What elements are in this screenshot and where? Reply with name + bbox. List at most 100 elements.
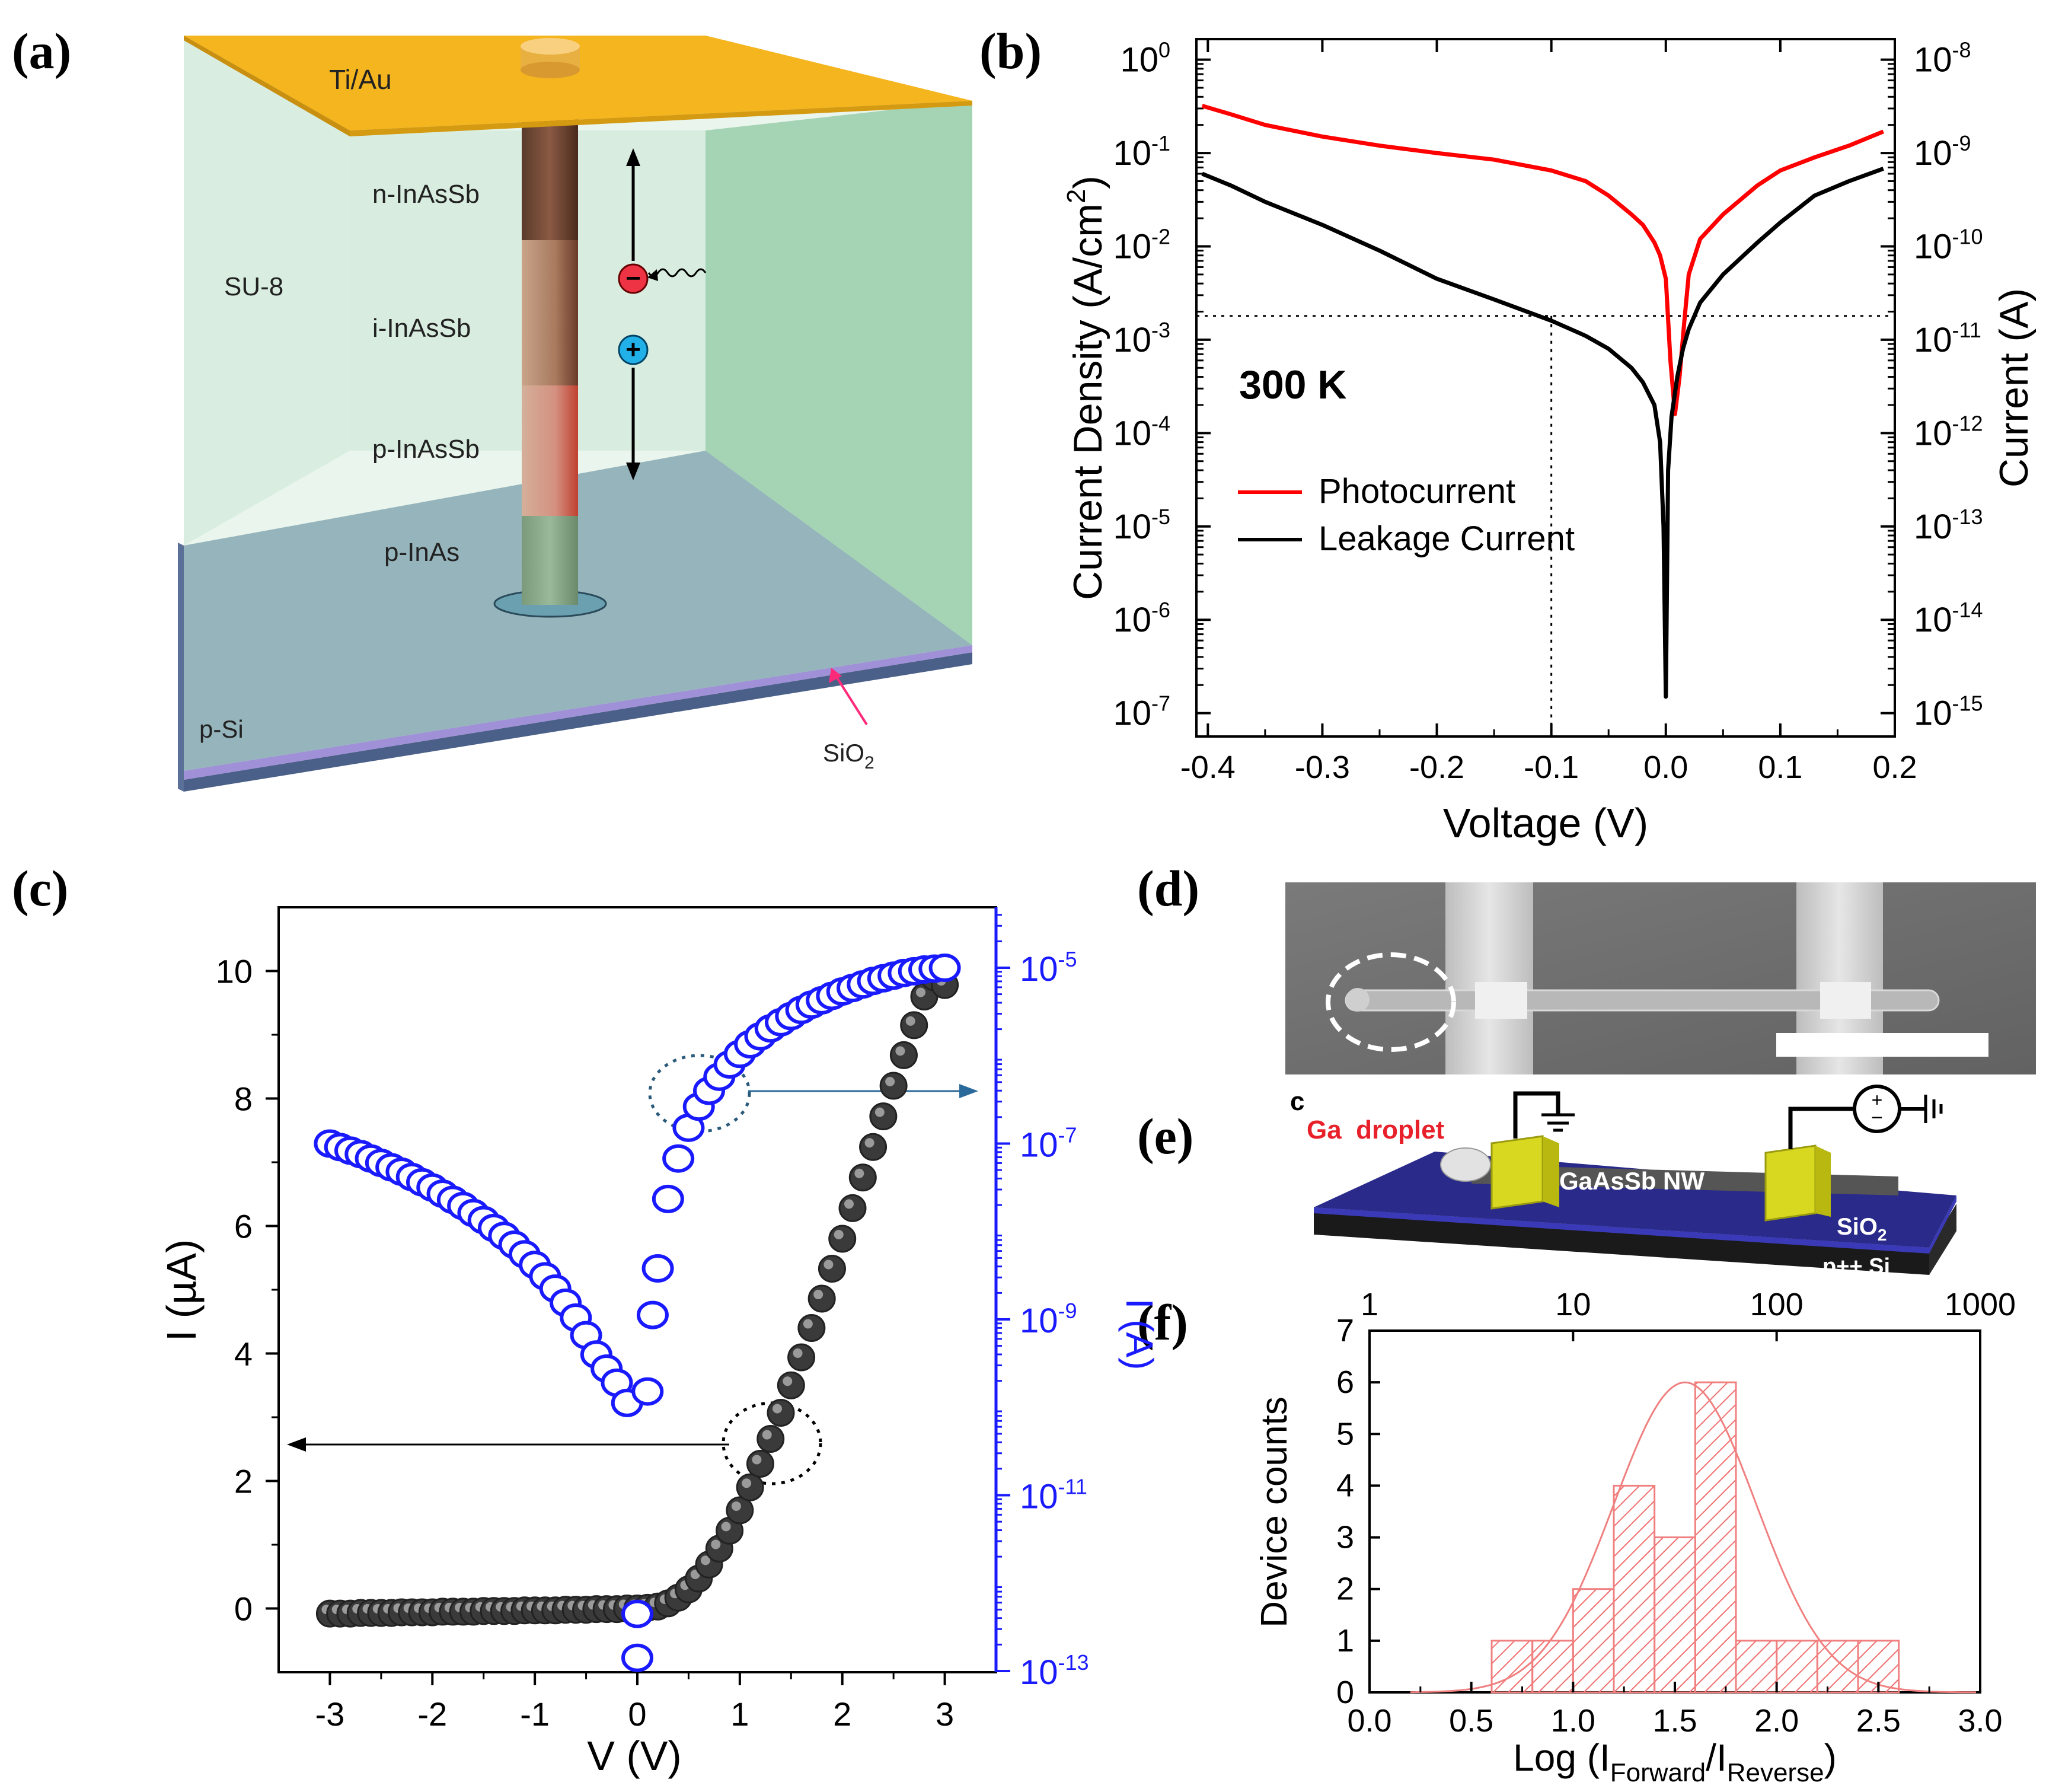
oxide-edge	[184, 645, 972, 780]
panel-c-point-linear	[623, 1595, 652, 1622]
panel-c-point-log	[590, 1354, 623, 1383]
panel-b-ytick-right-label: 10-14	[1914, 598, 1983, 639]
panel-c-point-log	[908, 955, 940, 984]
legend-photocurrent-label: Photocurrent	[1319, 472, 1515, 511]
panel-c-point-linear-highlight	[670, 1589, 680, 1599]
panel-c-point-linear-highlight	[486, 1602, 495, 1612]
panel-c-point-linear-highlight	[721, 1522, 731, 1532]
panel-c-point-linear	[490, 1597, 518, 1625]
panel-c-point-linear-highlight	[783, 1376, 793, 1386]
panel-b-ytick-right-label: 10-15	[1914, 691, 1983, 733]
panel-c-point-log	[928, 954, 961, 982]
panel-c-point-linear	[500, 1597, 529, 1625]
e-substrate-side	[1314, 1207, 1929, 1275]
panel-c-point-linear	[326, 1599, 355, 1628]
label-su8: SU-8	[224, 272, 283, 301]
panel-f-xtick-label: 0.5	[1449, 1703, 1493, 1739]
panel-c-point-linear-highlight	[537, 1601, 547, 1611]
panel-c-point-linear	[613, 1595, 641, 1622]
nanowire-n-segment	[522, 119, 578, 240]
hole-arrowhead-icon	[626, 463, 640, 480]
panel-c-point-linear	[716, 1516, 744, 1545]
panel-c-xtick-label: -2	[417, 1695, 447, 1733]
panel-b-plot-group: 300 K Photocurrent Leakage Current Volta…	[1062, 38, 2037, 846]
panel-c-point-linear-highlight	[905, 1016, 915, 1026]
panel-c-point-linear-highlight	[362, 1604, 372, 1614]
panel-c-point-linear	[510, 1596, 539, 1625]
panel-b-annotation: 300 K	[1239, 362, 1346, 407]
panel-c-point-linear-highlight	[834, 1230, 844, 1239]
panel-c-point-linear-highlight	[475, 1602, 485, 1612]
panel-b-ytick-label: 10-3	[1113, 318, 1170, 359]
panel-f-top-tick-label: 1	[1361, 1287, 1378, 1322]
panel-c-point-linear	[685, 1564, 713, 1593]
arrow-to-right-axis-head-icon	[959, 1084, 978, 1098]
panel-c-point-linear-highlight	[762, 1430, 772, 1440]
panel-c-point-log	[498, 1230, 531, 1259]
panel-c-point-log	[682, 1092, 715, 1121]
panel-c-ytick-right-label: 10-7	[1020, 1123, 1077, 1165]
panel-c-point-log	[826, 977, 858, 1006]
panel-c-point-linear-highlight	[803, 1319, 813, 1329]
panel-c-point-log	[601, 1368, 633, 1397]
panel-f-plot-frame	[1368, 1329, 1981, 1694]
e-substrate-label: p++ Si	[1822, 1254, 1890, 1279]
panel-b-ytick-label: 10-2	[1113, 224, 1170, 266]
panel-f-plot-group: Log (IForward/IReverse) Device counts 0.…	[1254, 1287, 2016, 1787]
panel-c-point-linear-highlight	[526, 1601, 537, 1611]
panel-c-xtick-label: -3	[315, 1695, 345, 1733]
panel-c-point-linear-highlight	[588, 1600, 598, 1610]
panel-c-point-linear	[439, 1598, 467, 1626]
electron-sign: −	[625, 264, 641, 293]
panel-a-tag: (a)	[12, 23, 72, 79]
sem-electrode-left	[1445, 882, 1533, 1074]
panel-c-point-log	[816, 981, 848, 1010]
photon-arrowhead-icon	[647, 269, 658, 281]
panel-b-ytick-right-label: 10-12	[1914, 411, 1983, 452]
panel-c-point-linear-highlight	[567, 1600, 577, 1611]
panel-c-point-linear	[674, 1575, 703, 1603]
panel-c-point-linear	[387, 1598, 416, 1627]
panel-c-point-log	[847, 970, 879, 999]
panel-c-point-log	[631, 1377, 664, 1406]
e-voltage-source-icon	[1853, 1085, 1901, 1133]
panel-c-point-linear-highlight	[629, 1599, 639, 1609]
panel-c-point-log	[529, 1262, 561, 1291]
panel-c-point-linear	[736, 1473, 764, 1501]
e-contact-right-side	[1815, 1146, 1831, 1217]
panel-f-tag: (f)	[1137, 1294, 1188, 1351]
panel-c-point-log	[385, 1157, 418, 1186]
panel-c-point-linear-highlight	[557, 1600, 567, 1611]
panel-c-point-log	[775, 1002, 807, 1031]
panel-f-ytick-label: 0	[1336, 1675, 1354, 1710]
panel-c-point-linear-highlight	[516, 1601, 526, 1611]
sem-electrode-right	[1796, 882, 1883, 1074]
panel-c-ytick-right-label: 10-13	[1020, 1650, 1089, 1692]
panel-b-plot-frame	[1195, 38, 1896, 738]
e-ga-droplet-label: Ga droplet	[1307, 1115, 1445, 1144]
label-p-inassb: p-InAsSb	[372, 435, 480, 464]
panel-b-xtick-label: 0.0	[1643, 750, 1688, 785]
panel-c-xtick-label: 3	[936, 1695, 954, 1733]
panel-f-ytick-label: 3	[1336, 1520, 1354, 1555]
panel-c-point-linear-highlight	[383, 1604, 393, 1614]
panel-c-point-linear-highlight	[414, 1603, 423, 1613]
label-p-inas: p-InAs	[384, 538, 459, 567]
panel-c-point-log	[539, 1274, 572, 1303]
e-contact-right	[1764, 1144, 1817, 1222]
panel-c-point-linear	[838, 1194, 867, 1222]
panel-b-ylabel-right: Current (A)	[1991, 288, 2037, 487]
panel-c-point-log	[314, 1129, 346, 1158]
panel-c-ytick-right-label: 10-5	[1020, 947, 1077, 989]
e-oxide-label: SiO2	[1837, 1214, 1887, 1244]
sem-nanowire	[1345, 989, 1940, 1012]
panel-f-xtick-label: 0.0	[1347, 1703, 1391, 1739]
panel-c-point-log	[744, 1022, 777, 1051]
panel-c-point-linear	[664, 1583, 692, 1612]
panel-f-bar	[1490, 1640, 1534, 1694]
panel-c-point-linear-highlight	[895, 1046, 905, 1056]
panel-f-ytick-label: 4	[1336, 1468, 1354, 1503]
panel-c-xtick-label: 2	[833, 1695, 851, 1733]
panel-c-point-linear-highlight	[773, 1404, 782, 1414]
e-nanowire	[1472, 1165, 1898, 1195]
